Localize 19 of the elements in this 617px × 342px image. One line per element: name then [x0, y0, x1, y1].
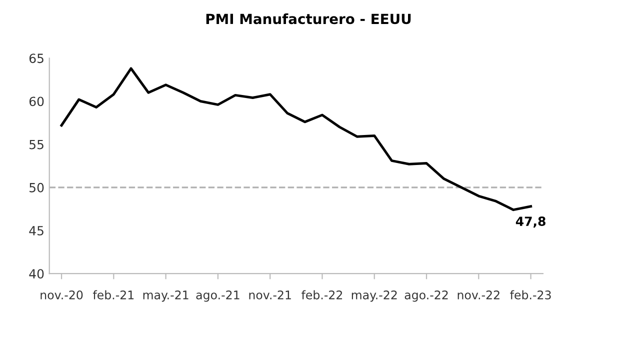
line-series [60, 67, 532, 212]
y-tick-label: 65 [29, 54, 44, 64]
y-tick-label: 50 [30, 182, 44, 192]
x-tick-label: nov.-22 [458, 290, 500, 300]
x-tick-label: nov.-21 [249, 290, 291, 300]
y-tick-label: 45 [29, 226, 44, 236]
y-tick-label: 60 [29, 96, 44, 106]
annotation: 47,8 [516, 216, 546, 228]
y-tick-label: 40 [29, 269, 44, 279]
y-tick-label: 55 [30, 140, 44, 150]
x-tick-label: feb.-22 [302, 290, 342, 300]
x-tick-label: nov.-20 [40, 290, 83, 300]
x-tick-label: ago.-21 [196, 290, 240, 302]
x-tick-label: feb.-21 [92, 290, 134, 300]
x-tick-label: may.-21 [143, 290, 188, 302]
x-tick-label: may.-22 [352, 290, 397, 302]
chart-title: PMI Manufacturero - EEUU [206, 13, 411, 24]
x-tick-label: feb.-23 [510, 290, 551, 300]
x-tick-label: ago.-22 [404, 290, 448, 302]
